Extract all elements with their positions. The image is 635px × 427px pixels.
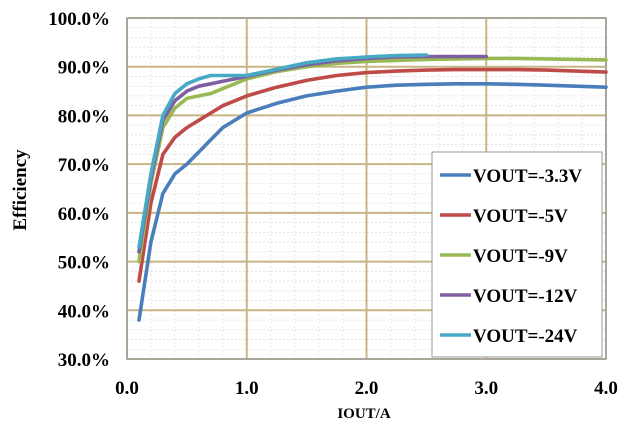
y-tick-label: 40.0%: [58, 301, 110, 322]
legend-label-4: VOUT=-24V: [473, 326, 578, 347]
y-tick-label: 60.0%: [58, 204, 110, 225]
x-tick-labels: 0.0 1.0 2.0 3.0 4.0: [115, 378, 618, 399]
legend: VOUT=-3.3V VOUT=-5V VOUT=-9V VOUT=-12V VOUT=…: [431, 151, 603, 358]
y-tick-label: 70.0%: [58, 155, 110, 176]
y-tick-label: 90.0%: [58, 58, 110, 79]
x-tick-label: 1.0: [235, 378, 259, 399]
x-axis-title: IOUT/A: [337, 406, 391, 422]
legend-label-1: VOUT=-5V: [473, 206, 568, 227]
x-tick-label: 0.0: [115, 378, 139, 399]
legend-label-2: VOUT=-9V: [473, 246, 568, 267]
legend-label-3: VOUT=-12V: [473, 286, 578, 307]
x-tick-label: 3.0: [474, 378, 498, 399]
legend-label-0: VOUT=-3.3V: [473, 166, 582, 187]
y-axis-title: Efficiency: [10, 149, 31, 231]
y-tick-labels: 30.0% 40.0% 50.0% 60.0% 70.0% 80.0% 90.0% 100.0…: [48, 9, 110, 371]
y-tick-label: 50.0%: [58, 253, 110, 274]
y-tick-label: 30.0%: [58, 350, 110, 371]
plot-frame: [126, 17, 607, 360]
series-line-1: [137, 67, 608, 283]
series-line-4: [137, 53, 429, 249]
series-line-0: [137, 82, 608, 322]
y-tick-label: 80.0%: [58, 106, 110, 127]
series-line-2: [137, 56, 608, 264]
x-tick-label: 2.0: [355, 378, 379, 399]
y-tick-label: 100.0%: [48, 9, 110, 30]
series-lines: [137, 53, 608, 322]
x-tick-label: 4.0: [594, 378, 618, 399]
